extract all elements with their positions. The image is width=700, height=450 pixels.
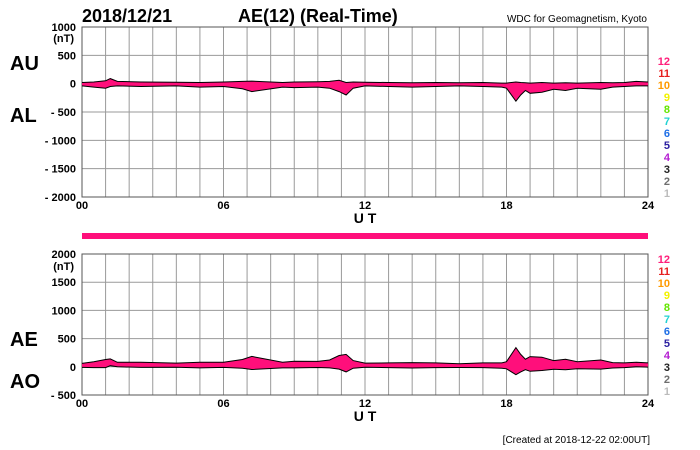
station-legend-item: 12: [658, 254, 670, 266]
au-side-label: AU: [10, 53, 39, 75]
chart-date: 2018/12/21: [82, 6, 172, 26]
ae-ao-series: [81, 346, 649, 376]
ae-ao-grid: [81, 253, 649, 396]
y-tick-label: - 500: [51, 390, 76, 402]
x-tick-label: 06: [217, 200, 229, 212]
plot-frame: [81, 26, 649, 198]
series-line-ao: [81, 365, 649, 376]
station-legend-item: 6: [664, 128, 670, 140]
x-tick-label: 06: [217, 398, 229, 410]
station-legend-item: 1: [664, 188, 670, 200]
station-legend-item: 7: [664, 314, 670, 326]
x-tick-label: 24: [642, 200, 655, 212]
series-line-al: [81, 85, 648, 103]
series-line-au: [81, 78, 649, 84]
series-line-ae: [81, 346, 649, 365]
station-legend-item: 5: [664, 338, 670, 350]
station-legend-item: 2: [664, 374, 670, 386]
station-legend-item: 9: [664, 290, 670, 302]
y-tick-label: - 2000: [45, 192, 76, 204]
ae-ao-unit-label: (nT): [53, 261, 74, 273]
x-tick-label: 12: [359, 200, 371, 212]
au-al-grid: [81, 26, 649, 198]
x-tick-label: 24: [642, 398, 655, 410]
y-tick-label: 2000: [52, 249, 76, 261]
station-legend-item: 4: [664, 152, 671, 164]
station-legend-item: 10: [658, 278, 670, 290]
y-tick-label: - 500: [51, 107, 76, 119]
y-tick-label: 500: [58, 334, 76, 346]
x-tick-label: 00: [76, 200, 88, 212]
x-tick-label: 18: [500, 398, 512, 410]
band-fill-area: [82, 78, 648, 102]
created-timestamp: [Created at 2018-12-22 02:00UT]: [503, 435, 651, 446]
chart-title: AE(12) (Real-Time): [238, 6, 398, 26]
station-legend-item: 7: [664, 116, 670, 128]
station-legend-item: 11: [658, 68, 670, 80]
y-tick-label: 500: [58, 50, 76, 62]
station-legend-item: 10: [658, 80, 670, 92]
station-legend-item: 3: [664, 362, 670, 374]
station-legend-item: 12: [658, 56, 670, 68]
station-legend-item: 5: [664, 140, 670, 152]
station-legend-item: 1: [664, 386, 670, 398]
y-tick-label: - 1000: [45, 135, 76, 147]
station-legend-item: 3: [664, 164, 670, 176]
station-legend-item: 8: [664, 302, 670, 314]
ae-ao-x-ticks: 00 06 12 18 24: [76, 398, 655, 410]
ao-side-label: AO: [10, 371, 40, 393]
station-legend-item: 11: [658, 266, 670, 278]
x-tick-label: 18: [500, 200, 512, 212]
ae-ao-x-axis-label: U T: [354, 408, 377, 424]
y-tick-label: 0: [70, 79, 76, 91]
data-source: WDC for Geomagnetism, Kyoto: [507, 14, 647, 25]
station-legend-item: 8: [664, 104, 670, 116]
station-legend-item: 2: [664, 176, 670, 188]
station-legend-item: 6: [664, 326, 670, 338]
al-side-label: AL: [10, 105, 37, 127]
plot-frame: [81, 253, 649, 396]
ae-ao-y-ticks: 2000 1500 1000 500 0 - 500: [51, 249, 76, 402]
x-tick-label: 12: [359, 398, 371, 410]
y-tick-label: 1000: [52, 305, 76, 317]
y-tick-label: 0: [70, 362, 76, 374]
y-tick-label: 1500: [52, 277, 76, 289]
band-fill-area: [82, 347, 648, 375]
station-coverage-strip: [82, 233, 648, 239]
station-legend-item: 4: [664, 350, 671, 362]
ae-side-label: AE: [10, 329, 38, 351]
y-tick-label: 1000: [52, 22, 76, 34]
y-tick-label: - 1500: [45, 164, 76, 176]
au-al-series: [81, 78, 649, 103]
x-tick-label: 00: [76, 398, 88, 410]
au-al-x-ticks: 00 06 12 18 24: [76, 200, 655, 212]
au-al-unit-label: (nT): [53, 33, 74, 45]
station-legend-item: 9: [664, 92, 670, 104]
au-al-y-ticks: 1000 500 0 - 500 - 1000 - 1500 - 2000: [45, 22, 76, 204]
au-al-x-axis-label: U T: [354, 210, 377, 226]
